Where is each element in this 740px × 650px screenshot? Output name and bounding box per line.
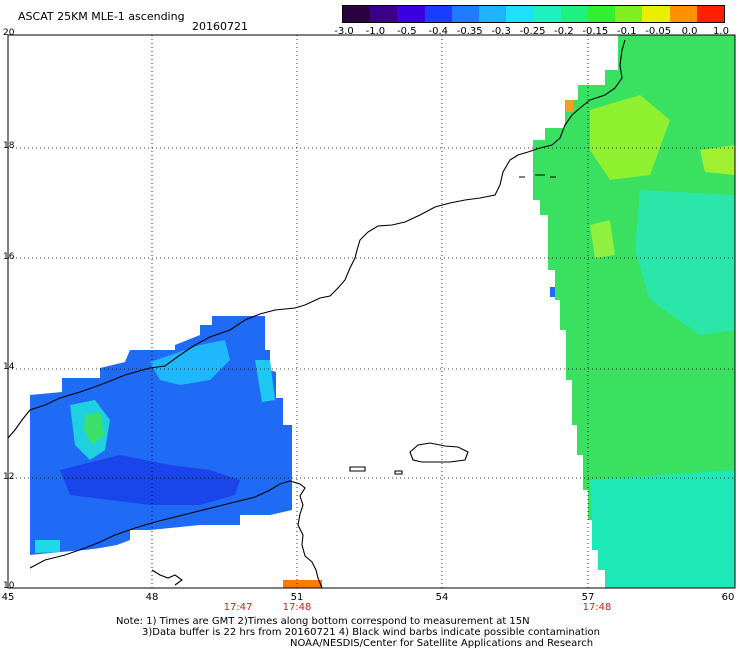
pass-time-2: 17:48 (282, 602, 312, 613)
east-swath-blue-pixel (550, 287, 555, 297)
colorbar-tick-label: -0.15 (582, 26, 609, 37)
lon-label-48: 48 (145, 592, 159, 603)
west-swath-cyan-north (150, 340, 230, 385)
colorbar-swatch (424, 6, 452, 22)
african-coast (29, 480, 323, 588)
colorbar-swatch (560, 6, 588, 22)
east-swath-cyan-south (590, 470, 735, 588)
product-title: ASCAT 25KM MLE-1 ascending (18, 10, 185, 23)
west-swath (30, 316, 292, 555)
lat-label-20: 20 (3, 28, 15, 38)
lat-label-10: 10 (3, 581, 15, 591)
pass-time-1: 17:47 (223, 602, 253, 613)
east-swath (533, 35, 735, 588)
colorbar-swatch (397, 6, 425, 22)
footer-note-1: Note: 1) Times are GMT 2)Times along bot… (116, 616, 530, 627)
lat-label-16: 16 (3, 252, 15, 262)
lon-label-60: 60 (721, 592, 735, 603)
abd-al-kuri-island (349, 466, 366, 472)
colorbar (342, 5, 725, 23)
lon-label-51: 51 (290, 592, 304, 603)
footer-note-2: 3)Data buffer is 22 hrs from 20160721 4)… (142, 627, 600, 638)
map-frame (7, 34, 736, 589)
colorbar-tick-label: -0.25 (519, 26, 546, 37)
lat-label-14: 14 (3, 362, 15, 372)
east-swath-lime-mid (590, 220, 615, 258)
kuria-muria-islands (519, 174, 556, 178)
colorbar-swatch (696, 6, 725, 22)
wind-field (8, 35, 735, 588)
colorbar-tick-label: -0.05 (645, 26, 672, 37)
east-swath-lime-north (590, 95, 670, 180)
date-label: 20160721 (192, 20, 248, 33)
east-swath-orange-pixel (566, 100, 573, 112)
east-swath-lime-ne (700, 145, 735, 175)
arabian-coast (8, 39, 626, 439)
colorbar-swatch (533, 6, 561, 22)
lon-label-57: 57 (581, 592, 595, 603)
west-swath-green-patch (84, 412, 105, 445)
colorbar-swatch (615, 6, 643, 22)
colorbar-swatch (669, 6, 697, 22)
colorbar-tick-label: 1.0 (713, 26, 729, 37)
lon-label-54: 54 (435, 592, 449, 603)
colorbar-tick-label: -0.1 (616, 26, 637, 37)
colorbar-swatch (479, 6, 507, 22)
lon-label-45: 45 (1, 592, 15, 603)
west-swath-cyan-sw (35, 540, 60, 553)
small-islet (394, 470, 403, 475)
colorbar-tick-label: -0.5 (397, 26, 417, 37)
colorbar-swatch (451, 6, 480, 22)
colorbar-tick-label: -0.35 (456, 26, 483, 37)
colorbar-tick-label: -0.4 (428, 26, 448, 37)
colorbar-tick-label: 0.0 (681, 26, 698, 37)
coastlines (8, 39, 626, 588)
west-swath-dark-core (60, 455, 240, 505)
graticule (8, 35, 735, 588)
east-swath-cyan-mid (635, 190, 735, 335)
colorbar-swatch (587, 6, 616, 22)
pass-time-3: 17:48 (582, 602, 612, 613)
colorbar-swatch (506, 6, 534, 22)
somali-coast-south (151, 569, 183, 586)
colorbar-tick-label: -0.2 (554, 26, 574, 37)
colorbar-tick-label: -0.3 (491, 26, 511, 37)
colorbar-swatch (370, 6, 398, 22)
colorbar-swatch (343, 6, 371, 22)
colorbar-tick-label: -3.0 (334, 26, 354, 37)
lat-label-18: 18 (3, 141, 15, 151)
footer-credit: NOAA/NESDIS/Center for Satellite Applica… (290, 638, 594, 649)
socotra-island (409, 442, 469, 463)
lat-label-12: 12 (3, 472, 15, 482)
west-swath-cyan-east (255, 360, 275, 402)
colorbar-tick-label: -1.0 (365, 26, 386, 37)
south-orange-strip (283, 580, 322, 588)
colorbar-swatch (642, 6, 670, 22)
